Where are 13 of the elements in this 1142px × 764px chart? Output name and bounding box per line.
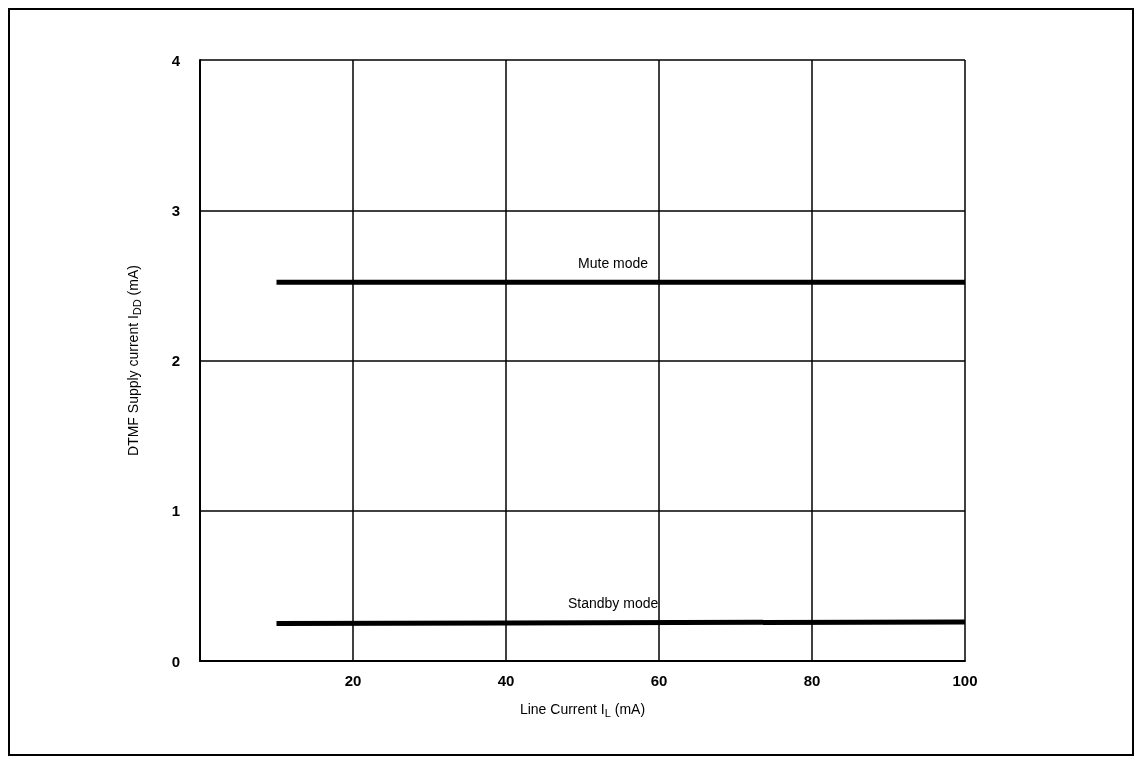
- annotation: Standby mode: [567, 594, 659, 611]
- x-tick-label: 20: [344, 672, 362, 689]
- x-tick-label: 40: [497, 672, 515, 689]
- y-tick-label: 3: [171, 201, 180, 219]
- x-tick-label: 80: [803, 672, 821, 689]
- x-tick-label: 100: [952, 672, 978, 689]
- y-tick-label: 0: [171, 652, 180, 670]
- x-tick-label: 60: [650, 672, 668, 689]
- y-tick-label: 4: [171, 51, 181, 69]
- y-axis-title: DTMF Supply current IDD (mA): [124, 265, 143, 456]
- annotation: Mute mode: [578, 255, 649, 272]
- y-tick-label: 2: [171, 352, 180, 369]
- y-tick-label: 1: [171, 502, 180, 520]
